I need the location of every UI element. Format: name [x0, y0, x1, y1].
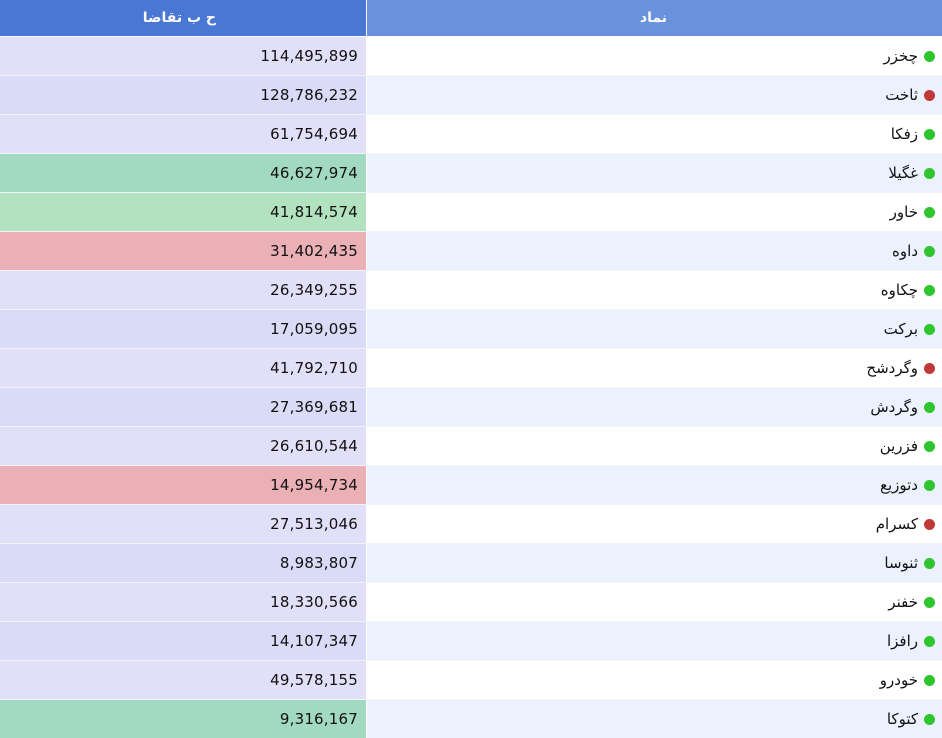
table-row[interactable]: 27,513,046 کسرام — [0, 505, 942, 544]
table-row[interactable]: 46,627,974 غگیلا — [0, 154, 942, 193]
symbol-label: چکاوه — [880, 281, 918, 299]
table-row[interactable]: 26,349,255 چکاوه — [0, 271, 942, 310]
status-up-dot-icon — [924, 284, 935, 296]
table-row[interactable]: 17,059,095 برکت — [0, 310, 942, 349]
table-header: ح ب تقاضا نماد — [0, 0, 942, 37]
demand-value: 41,792,710 — [0, 349, 367, 387]
demand-value: 26,610,544 — [0, 427, 367, 465]
symbol-cell[interactable]: چخزر — [367, 37, 942, 75]
symbol-cell[interactable]: داوه — [367, 232, 942, 270]
demand-value: 114,495,899 — [0, 37, 367, 75]
symbol-cell[interactable]: رافزا — [367, 622, 942, 660]
table-row[interactable]: 31,402,435 داوه — [0, 232, 942, 271]
symbol-label: چخزر — [883, 47, 918, 65]
demand-value: 8,983,807 — [0, 544, 367, 582]
table-row[interactable]: 27,369,681 وگردش — [0, 388, 942, 427]
demand-value: 46,627,974 — [0, 154, 367, 192]
status-down-dot-icon — [924, 518, 935, 530]
demand-value: 61,754,694 — [0, 115, 367, 153]
table-row[interactable]: 9,316,167 کتوکا — [0, 700, 942, 738]
table-row[interactable]: 114,495,899 چخزر — [0, 37, 942, 76]
symbol-cell[interactable]: ثاخت — [367, 76, 942, 114]
symbol-label: وگردش — [870, 398, 918, 416]
symbol-cell[interactable]: برکت — [367, 310, 942, 348]
status-up-dot-icon — [924, 323, 935, 335]
status-down-dot-icon — [924, 89, 935, 101]
table-row[interactable]: 41,814,574 خاور — [0, 193, 942, 232]
symbol-label: کتوکا — [886, 710, 918, 728]
symbol-cell[interactable]: دتوزیع — [367, 466, 942, 504]
symbol-cell[interactable]: کتوکا — [367, 700, 942, 738]
demand-value: 14,107,347 — [0, 622, 367, 660]
demand-value: 128,786,232 — [0, 76, 367, 114]
status-up-dot-icon — [924, 167, 935, 179]
demand-value: 14,954,734 — [0, 466, 367, 504]
symbol-label: غگیلا — [888, 164, 918, 182]
column-header-demand[interactable]: ح ب تقاضا — [0, 0, 367, 36]
status-up-dot-icon — [924, 50, 935, 62]
symbol-cell[interactable]: خاور — [367, 193, 942, 231]
symbol-label: ثاخت — [885, 86, 918, 104]
table-body: 114,495,899 چخزر 128,786,232 ثاخت 61,754,694… — [0, 37, 942, 738]
table-row[interactable]: 14,107,347 رافزا — [0, 622, 942, 661]
status-up-dot-icon — [924, 635, 935, 647]
symbol-cell[interactable]: غگیلا — [367, 154, 942, 192]
symbol-label: برکت — [883, 320, 918, 338]
table-row[interactable]: 49,578,155 خودرو — [0, 661, 942, 700]
symbol-label: خودرو — [879, 671, 918, 689]
demand-value: 26,349,255 — [0, 271, 367, 309]
symbol-cell[interactable]: وگردش — [367, 388, 942, 426]
status-up-dot-icon — [924, 479, 935, 491]
demand-value: 27,369,681 — [0, 388, 367, 426]
demand-value: 41,814,574 — [0, 193, 367, 231]
table-row[interactable]: 8,983,807 ثنوسا — [0, 544, 942, 583]
symbol-label: زفکا — [890, 125, 918, 143]
symbol-cell[interactable]: فزرین — [367, 427, 942, 465]
symbol-cell[interactable]: وگردشح — [367, 349, 942, 387]
status-up-dot-icon — [924, 440, 935, 452]
symbol-label: کسرام — [875, 515, 918, 533]
demand-value: 49,578,155 — [0, 661, 367, 699]
demand-value: 17,059,095 — [0, 310, 367, 348]
symbol-label: رافزا — [886, 632, 918, 650]
status-up-dot-icon — [924, 674, 935, 686]
status-down-dot-icon — [924, 362, 935, 374]
symbol-label: داوه — [892, 242, 918, 260]
demand-value: 27,513,046 — [0, 505, 367, 543]
table-row[interactable]: 14,954,734 دتوزیع — [0, 466, 942, 505]
demand-value: 31,402,435 — [0, 232, 367, 270]
status-up-dot-icon — [924, 596, 935, 608]
status-up-dot-icon — [924, 245, 935, 257]
demand-value: 18,330,566 — [0, 583, 367, 621]
symbol-label: خفنر — [888, 593, 918, 611]
symbol-cell[interactable]: زفکا — [367, 115, 942, 153]
symbol-label: دتوزیع — [879, 476, 918, 494]
status-up-dot-icon — [924, 206, 935, 218]
table-row[interactable]: 128,786,232 ثاخت — [0, 76, 942, 115]
demand-value: 9,316,167 — [0, 700, 367, 738]
symbol-label: وگردشح — [866, 359, 918, 377]
table-row[interactable]: 18,330,566 خفنر — [0, 583, 942, 622]
symbol-cell[interactable]: خودرو — [367, 661, 942, 699]
status-up-dot-icon — [924, 713, 935, 725]
symbol-cell[interactable]: ثنوسا — [367, 544, 942, 582]
symbol-label: خاور — [889, 203, 918, 221]
column-header-symbol[interactable]: نماد — [367, 0, 942, 36]
symbol-cell[interactable]: کسرام — [367, 505, 942, 543]
status-up-dot-icon — [924, 557, 935, 569]
status-up-dot-icon — [924, 401, 935, 413]
table-row[interactable]: 26,610,544 فزرین — [0, 427, 942, 466]
status-up-dot-icon — [924, 128, 935, 140]
symbol-label: فزرین — [879, 437, 918, 455]
table-row[interactable]: 61,754,694 زفکا — [0, 115, 942, 154]
symbol-cell[interactable]: خفنر — [367, 583, 942, 621]
table-row[interactable]: 41,792,710 وگردشح — [0, 349, 942, 388]
symbol-cell[interactable]: چکاوه — [367, 271, 942, 309]
symbol-label: ثنوسا — [884, 554, 918, 572]
